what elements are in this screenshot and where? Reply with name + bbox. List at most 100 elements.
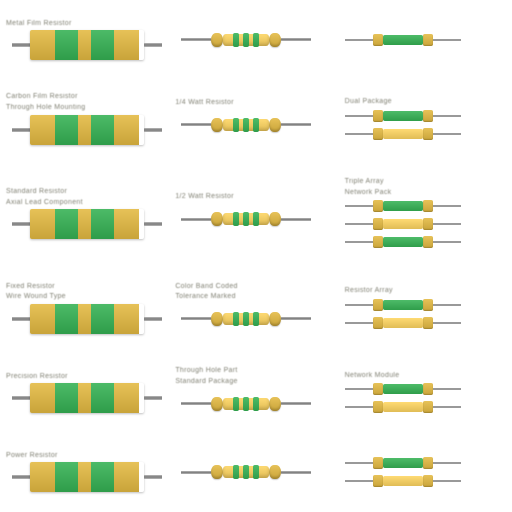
grid-cell: Triple Array Network Pack xyxy=(345,162,506,265)
grid-cell xyxy=(345,436,506,508)
color-band xyxy=(243,118,249,132)
grid-cell: Precision Resistor xyxy=(6,352,167,435)
mini-resistor xyxy=(345,400,495,414)
component-label: Tolerance Marked xyxy=(175,293,235,301)
resistor-body xyxy=(30,462,144,492)
component-label: Standard Resistor xyxy=(6,188,67,196)
component-label: Network Pack xyxy=(345,189,392,197)
lead-right xyxy=(144,475,162,479)
block-resistor xyxy=(12,30,162,60)
color-band xyxy=(243,397,249,411)
resistor-body xyxy=(383,237,423,247)
mini-resistor xyxy=(345,109,495,123)
component-label: Carbon Film Resistor xyxy=(6,93,78,101)
resistor-body xyxy=(383,300,423,310)
resistor-body xyxy=(223,313,269,325)
end-cap xyxy=(373,236,383,248)
resistor-body xyxy=(223,119,269,131)
resistor-body xyxy=(223,398,269,410)
round-resistor xyxy=(181,115,331,135)
lead-left xyxy=(345,480,373,482)
end-cap xyxy=(373,457,383,469)
lead-left xyxy=(345,133,373,135)
resistor-stack xyxy=(345,109,495,141)
color-band xyxy=(233,118,239,132)
component-label: Precision Resistor xyxy=(6,373,68,381)
block-resistor xyxy=(12,304,162,334)
color-band xyxy=(243,33,249,47)
block-resistor xyxy=(12,115,162,145)
block-resistor xyxy=(12,383,162,413)
end-cap xyxy=(423,200,433,212)
component-label: Fixed Resistor xyxy=(6,283,55,291)
lead-right xyxy=(433,241,461,243)
component-label: Axial Lead Component xyxy=(6,199,83,207)
mini-resistor xyxy=(345,382,495,396)
lead-right xyxy=(433,322,461,324)
resistor-stack xyxy=(345,33,495,47)
lead-left xyxy=(181,123,211,126)
resistor-body xyxy=(383,384,423,394)
end-cap xyxy=(269,33,281,47)
lead-left xyxy=(345,304,373,306)
resistor-body xyxy=(383,35,423,45)
lead-left xyxy=(345,388,373,390)
lead-left xyxy=(12,475,30,479)
end-cap xyxy=(269,397,281,411)
resistor-body xyxy=(383,219,423,229)
component-label: 1/4 Watt Resistor xyxy=(175,99,234,107)
end-cap xyxy=(373,218,383,230)
resistor-body xyxy=(30,30,144,60)
lead-right xyxy=(433,388,461,390)
lead-right xyxy=(144,222,162,226)
component-label: Standard Package xyxy=(175,378,237,386)
block-resistor xyxy=(12,209,162,239)
lead-right xyxy=(433,223,461,225)
component-label: Wire Wound Type xyxy=(6,293,66,301)
resistor-body xyxy=(30,383,144,413)
lead-right xyxy=(281,402,311,405)
mini-resistor xyxy=(345,127,495,141)
lead-right xyxy=(281,317,311,320)
end-cap xyxy=(423,110,433,122)
lead-left xyxy=(345,462,373,464)
round-resistor xyxy=(181,394,331,414)
lead-left xyxy=(345,205,373,207)
mini-resistor xyxy=(345,298,495,312)
color-band xyxy=(233,212,239,226)
lead-right xyxy=(281,471,311,474)
lead-left xyxy=(345,406,373,408)
end-cap xyxy=(373,299,383,311)
mini-resistor xyxy=(345,235,495,249)
end-cap xyxy=(423,475,433,487)
resistor-body xyxy=(30,209,144,239)
round-resistor xyxy=(181,462,331,482)
grid-cell: Color Band CodedTolerance Marked xyxy=(175,267,336,350)
resistor-body xyxy=(383,318,423,328)
lead-right xyxy=(433,205,461,207)
resistor-body xyxy=(30,115,144,145)
end-cap xyxy=(373,110,383,122)
grid-cell xyxy=(175,436,336,508)
color-band xyxy=(233,397,239,411)
color-band xyxy=(253,312,259,326)
end-cap xyxy=(373,401,383,413)
grid-cell xyxy=(345,4,506,76)
color-band xyxy=(243,312,249,326)
color-band xyxy=(243,465,249,479)
mini-resistor xyxy=(345,474,495,488)
end-cap xyxy=(423,457,433,469)
grid-cell: 1/2 Watt Resistor xyxy=(175,162,336,265)
grid-cell: Power Resistor xyxy=(6,436,167,508)
component-label: Resistor Array xyxy=(345,287,393,295)
end-cap xyxy=(423,401,433,413)
component-label: Triple Array xyxy=(345,178,384,186)
lead-right xyxy=(433,406,461,408)
lead-right xyxy=(433,115,461,117)
lead-right xyxy=(144,396,162,400)
end-cap xyxy=(269,312,281,326)
resistor-body xyxy=(30,304,144,334)
end-cap xyxy=(373,383,383,395)
resistor-stack xyxy=(345,382,495,414)
block-resistor xyxy=(12,462,162,492)
